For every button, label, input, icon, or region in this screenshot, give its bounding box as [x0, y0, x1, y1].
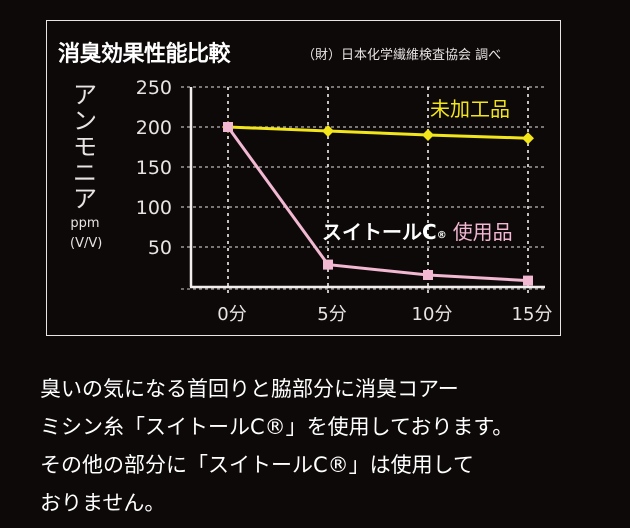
series-line — [227, 125, 529, 140]
data-point-square — [423, 270, 433, 280]
series-line — [226, 126, 529, 283]
y-tick-label: 50 — [148, 237, 172, 259]
legend-treated: スイトールC® 使用品 — [322, 220, 513, 244]
y-axis-char: ニ — [73, 159, 97, 187]
y-axis-char: モ — [73, 133, 97, 161]
y-axis-unit-sub: (V/V) — [70, 236, 103, 251]
legend-treated-reg: ® — [437, 230, 447, 241]
chart-panel — [46, 20, 561, 336]
data-point-square — [323, 259, 333, 270]
data-series — [222, 121, 534, 286]
y-axis-char: ア — [73, 185, 97, 213]
description-line: ミシン糸「スイトールC®」を使用しております。 — [40, 415, 514, 439]
y-axis-char: ン — [73, 107, 97, 135]
y-tick-label: 150 — [136, 157, 172, 179]
y-axis-char: ア — [73, 81, 97, 109]
y-axis-unit: ppm — [70, 216, 100, 231]
description-line: 臭いの気になる首回りと脇部分に消臭コアー — [40, 377, 459, 401]
x-tick-label: 15分 — [512, 304, 553, 325]
data-point-diamond — [322, 125, 334, 137]
y-tick-label: 250 — [136, 77, 172, 99]
legend-treated-brand: スイトールC — [322, 220, 437, 244]
description-line: おりません。 — [40, 491, 166, 515]
x-tick-label: 10分 — [412, 304, 453, 325]
data-point-diamond — [422, 129, 434, 141]
x-tick-label: 0分 — [217, 304, 246, 325]
data-point-square — [223, 122, 233, 132]
x-tick-labels: 0分 5分 10分 15分 — [217, 304, 552, 325]
chart-title: 消臭効果性能比較 — [58, 42, 231, 67]
y-tick-label: 200 — [136, 117, 172, 139]
description-line: その他の部分に「スイトールC®」は使用して — [40, 453, 475, 477]
legend-treated-suffix: 使用品 — [453, 220, 513, 244]
chart-source: （財）日本化学繊維検査協会 調べ — [302, 48, 502, 63]
line-chart: 50 100 150 200 250 0分 5分 10分 15分 未加工品 スイトールC® 使用… — [136, 77, 553, 325]
description-paragraph: 臭いの気になる首回りと脇部分に消臭コアー ミシン糸「スイトールC®」を使用してお… — [40, 370, 600, 522]
data-point-square — [523, 275, 533, 286]
x-tick-label: 5分 — [317, 304, 346, 325]
data-point-diamond — [522, 132, 534, 145]
y-axis-label: ア ン モ ニ ア ppm (V/V) — [70, 81, 103, 254]
y-tick-label: 100 — [136, 197, 172, 219]
legend-untreated: 未加工品 — [430, 97, 510, 121]
y-tick-labels: 50 100 150 200 250 — [136, 77, 172, 259]
